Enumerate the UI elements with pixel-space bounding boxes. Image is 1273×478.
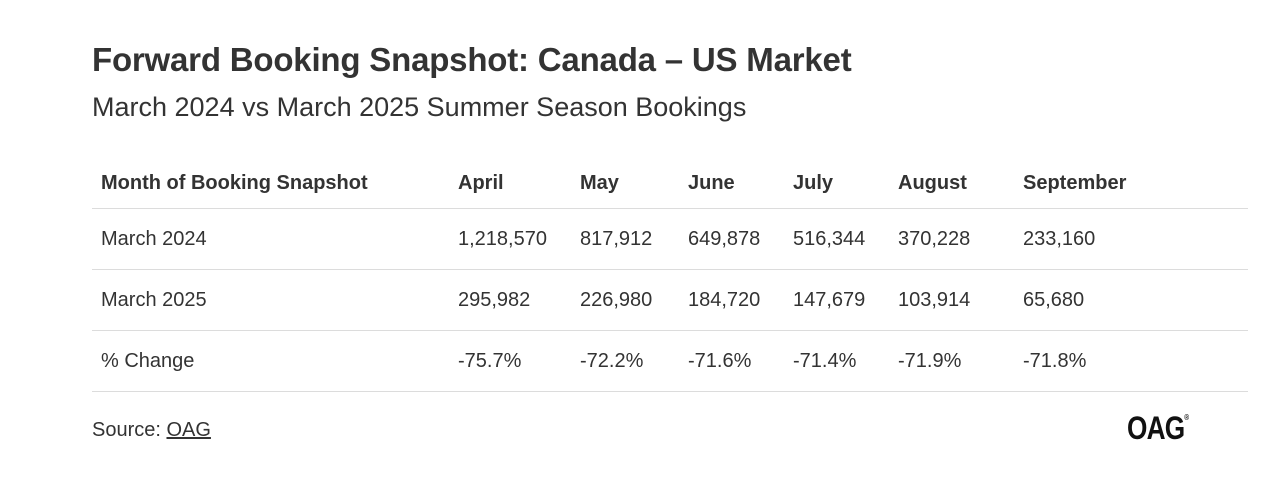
row-label: March 2024	[92, 208, 449, 270]
oag-logo: OAG®	[1127, 410, 1189, 447]
table-cell: 103,914	[889, 269, 1014, 331]
table-cell: 65,680	[1014, 269, 1248, 331]
table-cell: 226,980	[571, 269, 679, 331]
table-cell: -72.2%	[571, 330, 679, 392]
column-header-june: June	[679, 158, 784, 209]
table-row: % Change -75.7% -72.2% -71.6% -71.4% -71…	[92, 330, 1248, 392]
column-header-april: April	[449, 158, 571, 209]
source-prefix: Source:	[92, 419, 167, 441]
table-cell: 817,912	[571, 208, 679, 270]
column-header-may: May	[571, 158, 679, 209]
column-header-july: July	[784, 158, 889, 209]
table-cell: 147,679	[784, 269, 889, 331]
logo-registered-mark: ®	[1184, 413, 1189, 422]
chart-subtitle: March 2024 vs March 2025 Summer Season B…	[92, 92, 747, 122]
table-cell: -71.9%	[889, 330, 1014, 392]
table-cell: -75.7%	[449, 330, 571, 392]
table-cell: 370,228	[889, 208, 1014, 270]
table-row: March 2025 295,982 226,980 184,720 147,6…	[92, 269, 1248, 331]
table-header-row: Month of Booking Snapshot April May June…	[92, 158, 1248, 209]
chart-title: Forward Booking Snapshot: Canada – US Ma…	[92, 41, 852, 78]
table-cell: 1,218,570	[449, 208, 571, 270]
table-cell: -71.8%	[1014, 330, 1248, 392]
column-header-august: August	[889, 158, 1014, 209]
table-card: Forward Booking Snapshot: Canada – US Ma…	[92, 40, 1248, 392]
table-cell: -71.4%	[784, 330, 889, 392]
table-cell: 233,160	[1014, 208, 1248, 270]
column-header-snapshot: Month of Booking Snapshot	[92, 158, 449, 209]
table-cell: 184,720	[679, 269, 784, 331]
source-note: Source: OAG	[92, 419, 211, 442]
source-link[interactable]: OAG	[166, 419, 211, 441]
column-header-september: September	[1014, 158, 1248, 209]
table-cell: 649,878	[679, 208, 784, 270]
table-cell: 516,344	[784, 208, 889, 270]
table-row: March 2024 1,218,570 817,912 649,878 516…	[92, 208, 1248, 270]
logo-text: OAG	[1127, 410, 1185, 446]
row-label: % Change	[92, 330, 449, 392]
table-cell: 295,982	[449, 269, 571, 331]
booking-table: Month of Booking Snapshot April May June…	[92, 158, 1248, 392]
table-cell: -71.6%	[679, 330, 784, 392]
row-label: March 2025	[92, 269, 449, 331]
